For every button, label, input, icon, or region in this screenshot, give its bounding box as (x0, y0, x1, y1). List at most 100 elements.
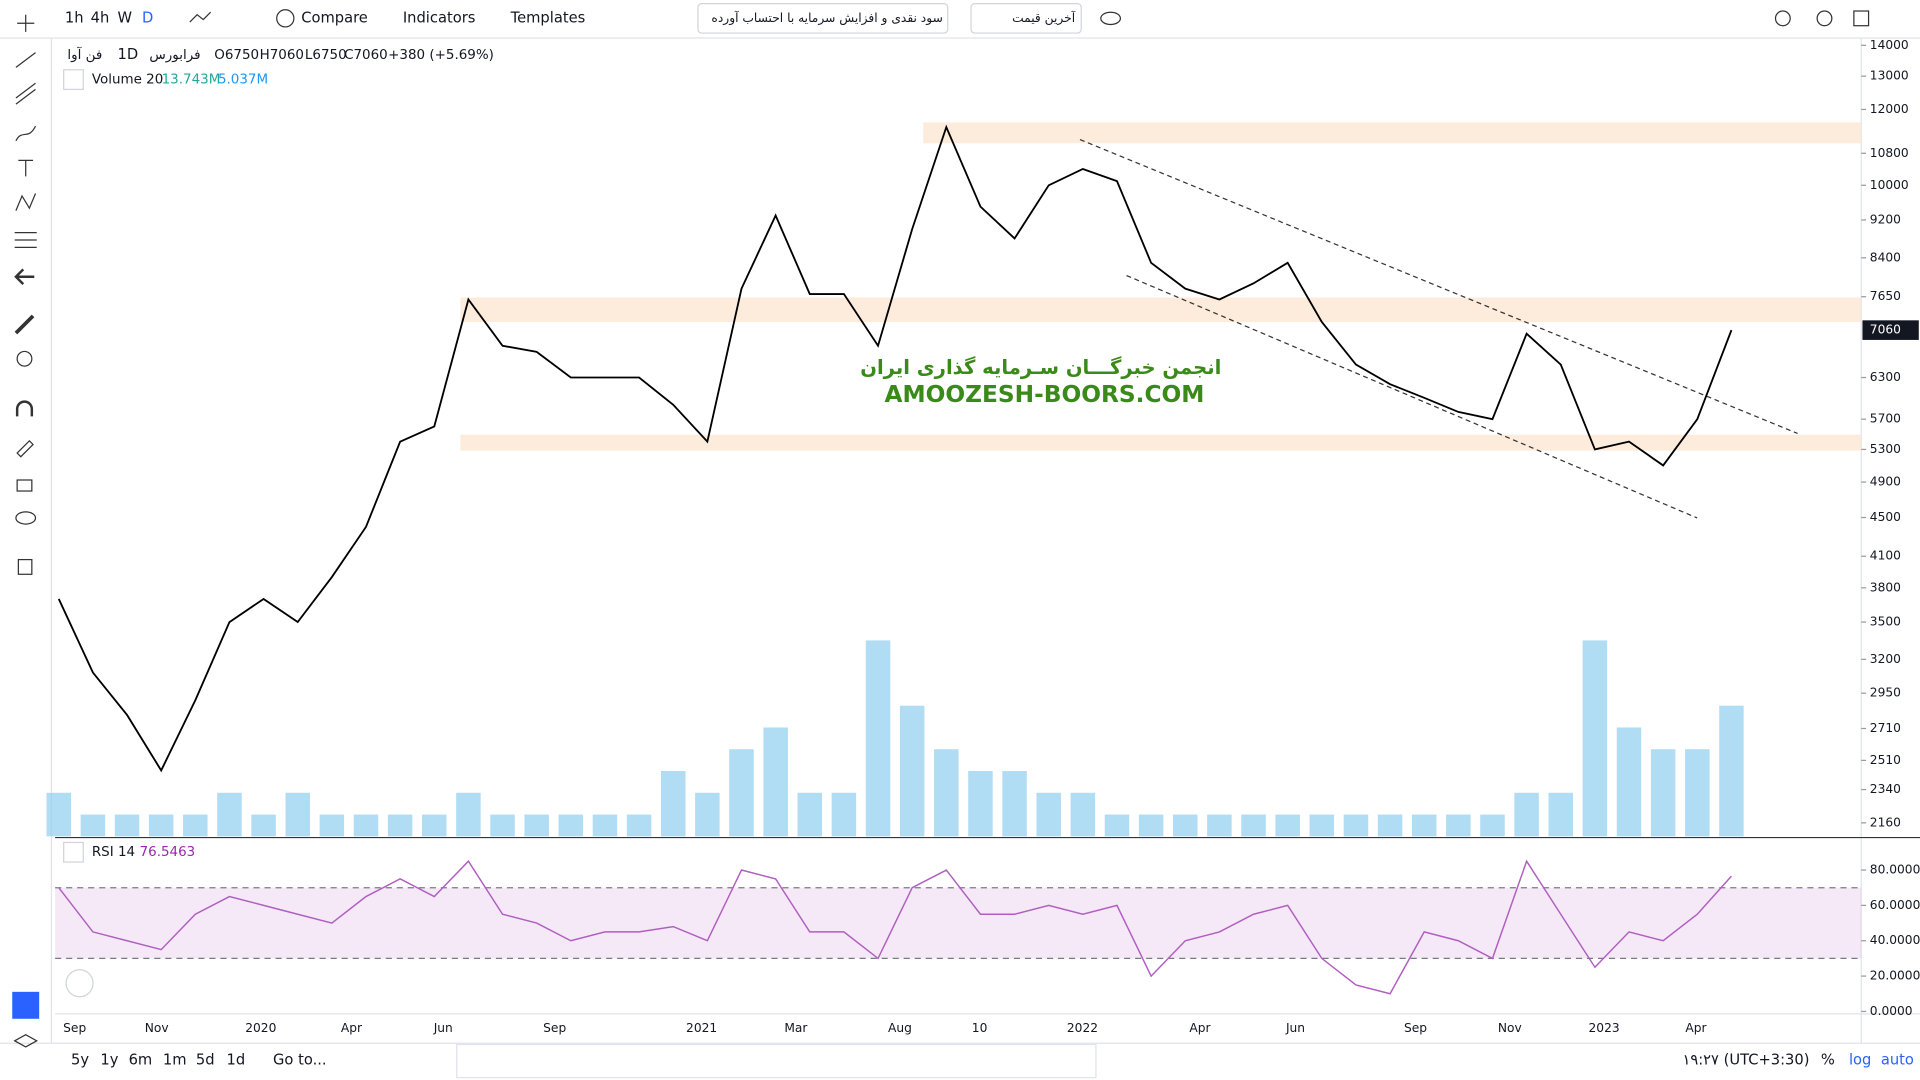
volume-bar (1138, 814, 1164, 837)
volume-bar (251, 814, 276, 837)
legend: فن آوا 1D فرابورس O6750 H7060 L6750 C706… (63, 46, 494, 863)
volume-bar (1207, 814, 1232, 837)
text-tool[interactable] (18, 159, 34, 177)
log-button[interactable]: log (1849, 1051, 1871, 1068)
range-button[interactable]: 1y (100, 1051, 118, 1068)
volume-bar (1446, 814, 1471, 837)
price-type-label: آخرین قیمت (1012, 10, 1076, 26)
y-tick-label: 80.0000 (1870, 863, 1920, 877)
adjustment-dropdown[interactable] (697, 3, 949, 34)
ruler-tool[interactable] (14, 314, 35, 335)
compare-button[interactable]: Compare (301, 9, 368, 26)
back-tool[interactable] (14, 268, 35, 285)
pattern-tool[interactable] (15, 193, 37, 211)
top-toolbar: 1h 4h W D Compare Indicators Templates س… (65, 3, 1870, 34)
volume-bar (46, 792, 72, 837)
visibility-button[interactable] (1100, 11, 1122, 26)
layers-tool[interactable] (13, 1033, 38, 1048)
volume-bar (1173, 814, 1198, 837)
fib-tool[interactable] (15, 82, 36, 105)
lock-draw-tool[interactable] (16, 439, 34, 458)
range-button[interactable]: 6m (129, 1051, 153, 1068)
crosshair-tool[interactable] (17, 14, 35, 32)
volume-name: Volume 20 (92, 73, 163, 88)
watermark: انجمن خبرگـــان سـرمایه گذاری ایران (860, 356, 1221, 379)
y-tick-label: 8400 (1870, 250, 1901, 264)
rsi-value: 76.5463 (140, 845, 196, 860)
indicators-button[interactable]: Indicators (403, 9, 476, 26)
range-button[interactable]: 5d (196, 1051, 215, 1068)
interval-button[interactable]: W (118, 9, 133, 26)
share-button[interactable] (1816, 10, 1833, 27)
chart-style-button[interactable] (189, 11, 212, 23)
x-tick-label: 2021 (686, 1021, 717, 1035)
volume-bar (524, 814, 549, 837)
interval-button[interactable]: 4h (91, 9, 110, 26)
trend-line-tool[interactable] (15, 52, 36, 68)
y-tick-label: 13000 (1870, 69, 1909, 83)
volume-bar (558, 814, 584, 837)
snapshot-button[interactable] (1853, 10, 1870, 27)
interval: 1D (118, 46, 139, 63)
brush-tool[interactable] (15, 125, 37, 142)
goto-button[interactable]: Go to... (273, 1051, 327, 1068)
range-button[interactable]: 1m (163, 1051, 187, 1068)
percent-button[interactable]: % (1821, 1051, 1835, 1068)
templates-button[interactable]: Templates (510, 9, 586, 26)
y-tick-label: 2710 (1870, 721, 1901, 735)
range-button[interactable]: 5y (71, 1051, 89, 1068)
x-tick-label: Jun (1285, 1021, 1305, 1035)
volume-bar (422, 814, 447, 837)
rsi-line (58, 859, 1732, 995)
collapse-button[interactable] (63, 841, 84, 863)
y-tick-label: 20.0000 (1870, 969, 1920, 983)
x-tick-label: Mar (784, 1021, 808, 1035)
volume-bar (319, 814, 345, 837)
prediction-tool[interactable] (14, 232, 37, 248)
interval-button[interactable]: 1h (65, 9, 84, 26)
volume-bar (695, 792, 720, 837)
volume-bar (899, 705, 925, 837)
volume-bar (1070, 792, 1096, 837)
volume-bar (148, 814, 174, 837)
volume-bar (387, 814, 413, 837)
hide-tool[interactable] (15, 511, 37, 525)
volume-bar (660, 771, 686, 837)
zoom-tool[interactable] (16, 350, 33, 367)
y-tick-label: 5300 (1870, 442, 1901, 456)
lock-tool[interactable] (16, 479, 33, 492)
logo[interactable] (65, 969, 94, 998)
favorites-tool[interactable] (12, 991, 40, 1019)
delete-tool[interactable] (17, 558, 33, 575)
rsi-band (55, 887, 1862, 959)
interval-button[interactable]: D (142, 9, 153, 26)
y-tick-label: 14000 (1870, 38, 1909, 52)
volume-bar (1548, 792, 1573, 837)
y-tick-label: 4100 (1870, 549, 1901, 563)
drawing-toolbar[interactable] (456, 1043, 1097, 1079)
volume-bar (1002, 771, 1027, 837)
resistance-zone (923, 122, 1862, 144)
price-type-dropdown[interactable] (970, 3, 1082, 34)
volume-bar (217, 792, 242, 837)
y-tick-label: 10800 (1870, 146, 1909, 160)
volume-ma: 5.037M (218, 73, 268, 88)
x-tick-label: Apr (1685, 1021, 1707, 1035)
collapse-button[interactable] (63, 69, 84, 90)
y-tick-label: 40.0000 (1870, 933, 1920, 947)
y-tick-label: 60.0000 (1870, 898, 1920, 912)
volume-bar (592, 814, 618, 837)
volume-bar (114, 814, 140, 837)
ohlc-change: +380 (+5.69%) (388, 48, 494, 63)
price-line (57, 124, 1733, 773)
magnet-tool[interactable] (15, 400, 34, 417)
volume-bar (1685, 749, 1710, 837)
settings-button[interactable] (1774, 10, 1791, 27)
ohlc-open: O6750 (214, 48, 259, 63)
auto-button[interactable]: auto (1881, 1051, 1914, 1068)
range-button[interactable]: 1d (227, 1051, 246, 1068)
y-tick-label: 2340 (1870, 782, 1901, 796)
volume-bar (763, 727, 788, 837)
y-tick-label: 3500 (1870, 615, 1901, 629)
